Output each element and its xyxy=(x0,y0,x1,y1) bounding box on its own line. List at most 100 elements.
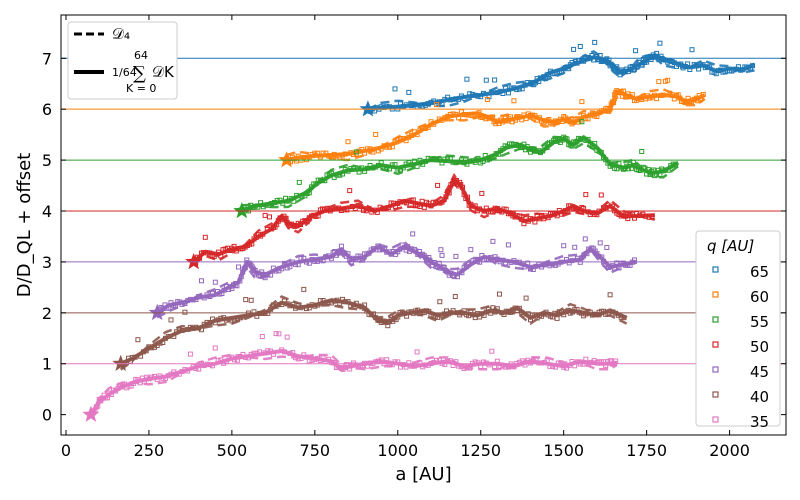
marker-35 xyxy=(536,360,542,366)
marker-50 xyxy=(218,253,224,259)
x-tick-label: 1750 xyxy=(626,441,667,460)
marker-45 xyxy=(569,258,575,264)
marker-60 xyxy=(364,146,370,152)
marker-55 xyxy=(420,161,426,167)
marker-55 xyxy=(294,192,300,198)
marker-40 xyxy=(254,313,260,319)
marker-40 xyxy=(165,333,171,339)
marker-50 xyxy=(383,205,389,211)
marker-40 xyxy=(240,314,246,320)
marker-60 xyxy=(484,97,490,102)
marker-40 xyxy=(135,337,141,343)
legend-q-label-35: 35 xyxy=(750,413,769,431)
marker-45 xyxy=(582,236,588,242)
marker-65 xyxy=(464,76,470,82)
marker-55 xyxy=(428,156,434,162)
marker-35 xyxy=(240,351,246,357)
marker-45 xyxy=(338,243,344,249)
marker-40 xyxy=(610,309,616,315)
y-tick-label: 1 xyxy=(42,355,52,374)
marker-45 xyxy=(494,256,500,262)
marker-55 xyxy=(579,119,585,125)
marker-60 xyxy=(395,137,401,142)
marker-50 xyxy=(249,241,255,247)
legend-q-marker-60 xyxy=(712,291,719,298)
marker-55 xyxy=(351,165,356,171)
marker-55 xyxy=(280,200,286,206)
legend-q-marker-55 xyxy=(712,316,719,323)
marker-55 xyxy=(389,162,395,168)
marker-40 xyxy=(232,317,238,323)
marker-45 xyxy=(240,269,246,275)
marker-35 xyxy=(226,355,232,361)
marker-35 xyxy=(409,363,415,369)
marker-65 xyxy=(500,91,506,96)
marker-40 xyxy=(223,317,229,323)
legend-q-label-45: 45 xyxy=(750,363,769,381)
marker-55 xyxy=(475,155,481,161)
marker-60 xyxy=(619,93,625,99)
marker-45 xyxy=(490,238,496,244)
marker-60 xyxy=(387,144,392,150)
marker-35 xyxy=(522,362,528,368)
marker-45 xyxy=(604,245,610,250)
marker-60 xyxy=(458,109,464,115)
marker-45 xyxy=(242,265,248,271)
marker-55 xyxy=(395,166,401,172)
marker-60 xyxy=(434,102,439,108)
marker-40 xyxy=(290,301,296,307)
marker-40 xyxy=(607,292,613,298)
marker-40 xyxy=(298,305,304,311)
marker-65 xyxy=(398,101,403,107)
marker-50 xyxy=(330,206,336,212)
marker-50 xyxy=(532,219,538,225)
marker-45 xyxy=(185,298,191,304)
x-tick-label: 750 xyxy=(300,441,331,460)
marker-60 xyxy=(317,154,323,160)
marker-40 xyxy=(146,344,152,350)
marker-55 xyxy=(340,171,345,177)
y-axis-label: D/D_QL + offset xyxy=(14,153,35,297)
marker-60 xyxy=(611,100,616,106)
marker-50 xyxy=(315,213,321,219)
marker-35 xyxy=(273,331,279,337)
marker-35 xyxy=(174,371,180,377)
marker-45 xyxy=(173,303,178,309)
marker-60 xyxy=(483,116,489,122)
marker-65 xyxy=(617,72,623,78)
marker-40 xyxy=(259,311,265,316)
marker-60 xyxy=(609,99,615,105)
marker-65 xyxy=(522,82,528,88)
marker-40 xyxy=(157,340,163,346)
marker-35 xyxy=(281,349,287,355)
marker-65 xyxy=(467,91,473,97)
marker-35 xyxy=(577,361,583,367)
series-55 xyxy=(61,119,786,219)
marker-35 xyxy=(210,363,215,369)
marker-60 xyxy=(414,132,420,138)
legend-q: q [AU] 65 60 55 50 45 40 35 xyxy=(695,230,781,431)
marker-60 xyxy=(334,153,340,159)
marker-50 xyxy=(649,214,655,220)
marker-45 xyxy=(584,251,590,257)
marker-60 xyxy=(442,115,448,121)
marker-40 xyxy=(301,286,307,292)
marker-40 xyxy=(281,298,287,304)
marker-60 xyxy=(381,143,387,149)
marker-40 xyxy=(171,333,177,339)
marker-55 xyxy=(450,159,456,165)
marker-40 xyxy=(270,302,276,308)
marker-55 xyxy=(258,200,264,206)
marker-65 xyxy=(503,85,509,91)
marker-35 xyxy=(290,350,296,356)
marker-35 xyxy=(566,363,572,369)
marker-40 xyxy=(362,302,368,308)
start-star-60 xyxy=(278,151,296,168)
marker-45 xyxy=(408,246,414,252)
marker-35 xyxy=(196,366,202,372)
marker-35 xyxy=(453,359,459,365)
marker-40 xyxy=(279,302,285,308)
marker-40 xyxy=(334,297,340,303)
marker-65 xyxy=(494,90,500,96)
